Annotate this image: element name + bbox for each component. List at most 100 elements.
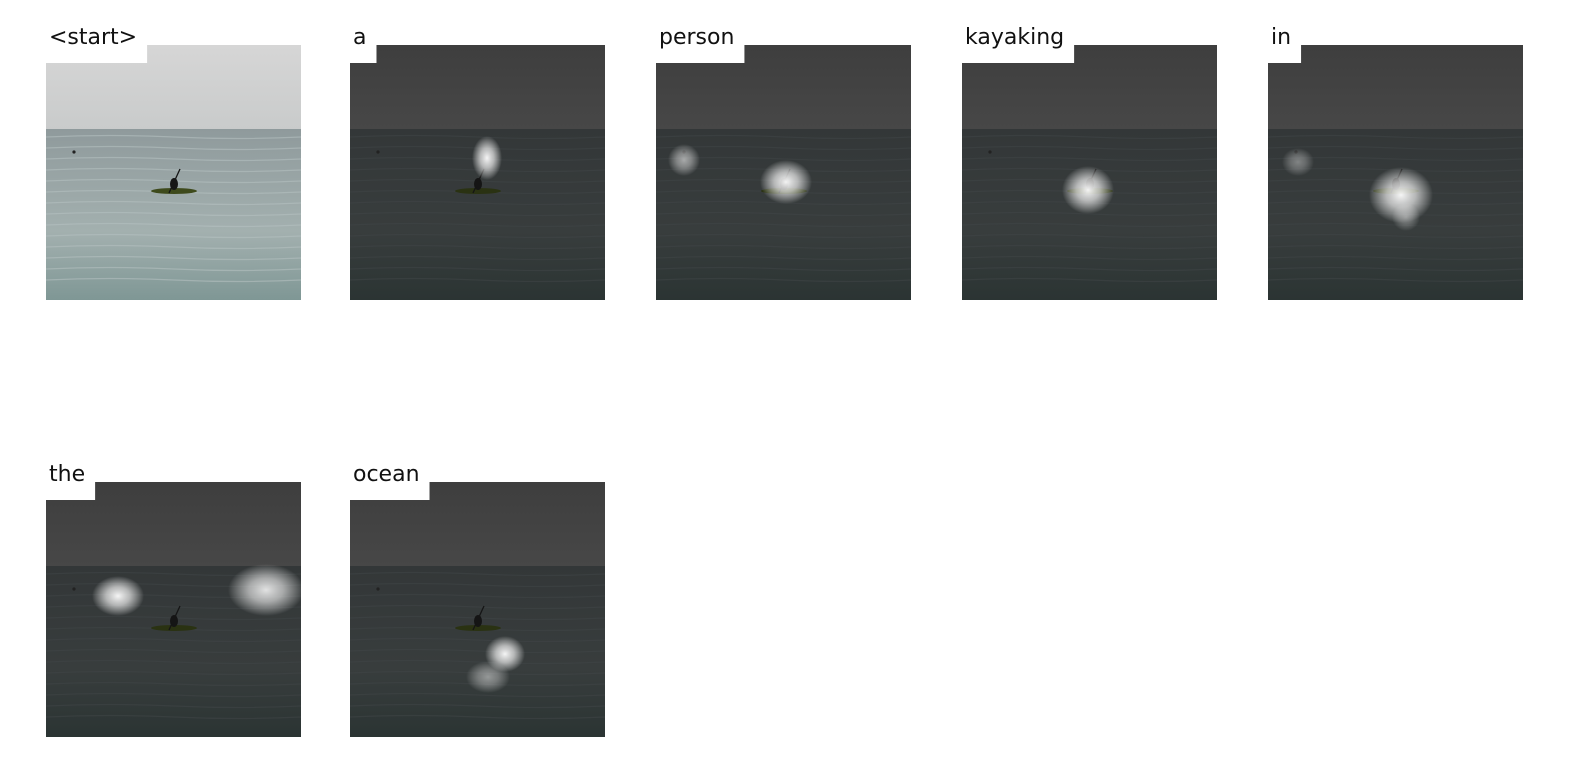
wave (961, 145, 1218, 151)
paddle (168, 168, 181, 194)
wave (961, 255, 1218, 261)
wave (45, 714, 302, 720)
wave (45, 200, 302, 206)
attention-blob (668, 144, 700, 176)
wave (1267, 244, 1524, 250)
wave (655, 134, 912, 140)
label-box (46, 37, 148, 63)
attention-panel: <start> (45, 25, 302, 300)
paddle (472, 605, 485, 631)
wave (349, 659, 606, 665)
label-box (350, 474, 430, 500)
wave (1267, 233, 1524, 239)
wave (45, 648, 302, 654)
kayak (455, 625, 501, 631)
attention-panel: person (655, 25, 912, 300)
word-label: the (49, 462, 85, 487)
attention-blob (1282, 148, 1314, 176)
wave (349, 233, 606, 239)
wave (961, 233, 1218, 239)
word-label: kayaking (965, 25, 1064, 50)
bird (988, 150, 992, 154)
wave (655, 255, 912, 261)
attention-panel: a (349, 25, 606, 300)
bird (72, 150, 76, 154)
wave (45, 211, 302, 217)
label-box (350, 37, 377, 63)
wave (349, 200, 606, 206)
attention-blob (472, 136, 502, 180)
wave (45, 266, 302, 272)
label-box (656, 37, 745, 63)
attention-blob (1062, 166, 1114, 214)
wave (45, 134, 302, 140)
wave (1267, 255, 1524, 261)
bird (72, 587, 76, 591)
wave (349, 255, 606, 261)
wave (655, 222, 912, 228)
wave (45, 222, 302, 228)
wave (961, 134, 1218, 140)
attention-panel: the (45, 462, 304, 737)
wave (961, 266, 1218, 272)
word-label: person (659, 25, 734, 50)
wave (1267, 277, 1524, 283)
wave (349, 211, 606, 217)
wave (655, 145, 912, 151)
sky (350, 45, 605, 129)
wave (655, 266, 912, 272)
sky (1268, 45, 1523, 129)
wave (961, 277, 1218, 283)
kayak (151, 625, 197, 631)
wave (45, 681, 302, 687)
wave (45, 167, 302, 173)
attention-blob (1392, 203, 1420, 231)
wave (45, 703, 302, 709)
attention-panel: in (1267, 25, 1524, 300)
word-label: <start> (49, 25, 137, 50)
wave (655, 233, 912, 239)
attention-blob (760, 160, 812, 204)
label-box (46, 474, 96, 500)
wave (1267, 145, 1524, 151)
wave (961, 156, 1218, 162)
wave (45, 692, 302, 698)
wave (45, 145, 302, 151)
wave (349, 714, 606, 720)
word-label: ocean (353, 462, 420, 487)
attention-panel: kayaking (961, 25, 1218, 300)
wave (349, 582, 606, 588)
bird (376, 150, 380, 154)
wave (961, 211, 1218, 217)
bird (376, 587, 380, 591)
wave (349, 571, 606, 577)
wave (655, 244, 912, 250)
wave (45, 244, 302, 250)
wave (1267, 134, 1524, 140)
wave (45, 637, 302, 643)
label-box (962, 37, 1075, 63)
wave (961, 222, 1218, 228)
wave (45, 277, 302, 283)
attention-panel: ocean (349, 462, 606, 737)
wave (45, 233, 302, 239)
wave (349, 703, 606, 709)
kayak (455, 188, 501, 194)
word-label: a (353, 25, 366, 50)
wave (655, 211, 912, 217)
wave (45, 255, 302, 261)
wave (349, 134, 606, 140)
wave (1267, 266, 1524, 272)
wave (349, 593, 606, 599)
wave (961, 244, 1218, 250)
wave (349, 604, 606, 610)
wave (45, 156, 302, 162)
label-box (1268, 37, 1302, 63)
wave (349, 266, 606, 272)
wave (45, 670, 302, 676)
wave (349, 277, 606, 283)
wave (655, 277, 912, 283)
word-label: in (1271, 25, 1291, 50)
wave (349, 637, 606, 643)
